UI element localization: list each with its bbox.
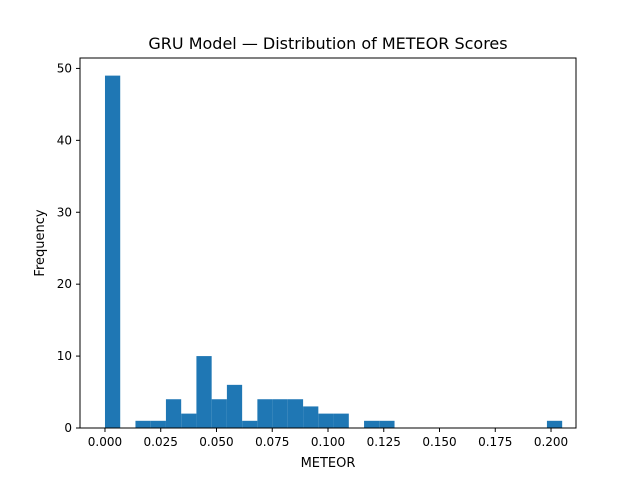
chart-title: GRU Model — Distribution of METEOR Score… <box>148 34 507 53</box>
histogram-bar <box>546 420 563 428</box>
x-tick-label: 0.175 <box>478 435 512 449</box>
histogram-bar <box>379 420 395 428</box>
x-tick-label: 0.150 <box>422 435 456 449</box>
x-tick-label: 0.075 <box>255 435 289 449</box>
y-axis: 0 10 20 30 40 50 <box>57 61 80 435</box>
histogram-bar <box>318 413 334 428</box>
y-tick-label: 30 <box>57 205 72 219</box>
y-tick-label: 20 <box>57 277 72 291</box>
histogram-bar <box>303 406 319 428</box>
histogram-bar <box>364 420 380 428</box>
histogram-bar <box>150 420 166 428</box>
x-tick-label: 0.200 <box>534 435 568 449</box>
y-axis-label: Frequency <box>33 209 48 276</box>
histogram-bar <box>196 356 212 428</box>
histogram-bar <box>242 420 258 428</box>
histogram-bar <box>257 399 273 428</box>
y-tick-label: 50 <box>57 61 72 75</box>
x-tick-label: 0.025 <box>144 435 178 449</box>
x-axis-label: METEOR <box>301 456 356 471</box>
histogram-bar <box>135 420 151 428</box>
x-tick-label: 0.000 <box>88 435 122 449</box>
x-axis: 0.000 0.025 0.050 0.075 0.100 0.125 0.150 0.175… <box>88 428 568 449</box>
histogram-bar <box>333 413 349 428</box>
y-tick-label: 40 <box>57 133 72 147</box>
histogram-bar <box>165 399 182 428</box>
histogram-bar <box>104 75 121 428</box>
x-tick-label: 0.125 <box>367 435 401 449</box>
histogram-bar <box>211 399 227 428</box>
y-tick-label: 0 <box>64 421 72 435</box>
histogram-bar <box>287 399 304 428</box>
x-tick-label: 0.050 <box>199 435 233 449</box>
bars-group <box>104 75 563 428</box>
y-tick-label: 10 <box>57 349 72 363</box>
x-tick-label: 0.100 <box>311 435 345 449</box>
histogram-bar <box>181 413 197 428</box>
histogram-bar <box>226 384 243 428</box>
histogram-bar <box>272 399 288 428</box>
